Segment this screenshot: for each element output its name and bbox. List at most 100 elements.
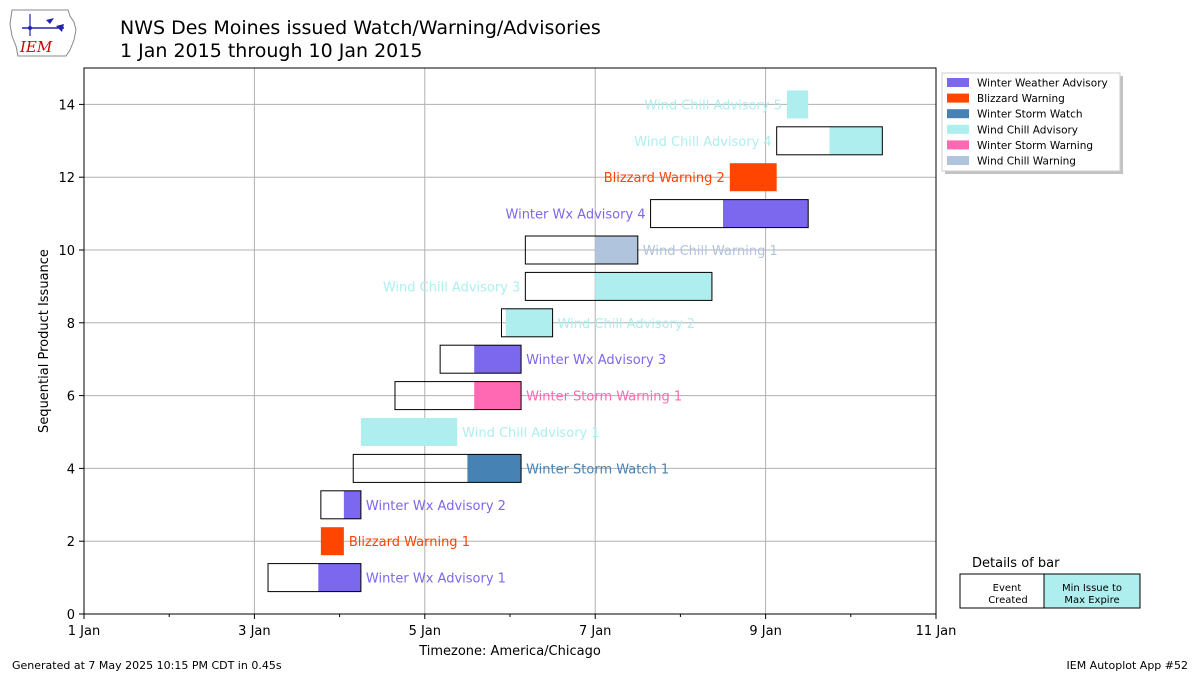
bar-winter-wx-advisory-2 bbox=[320, 490, 362, 520]
x-tick-label: 11 Jan bbox=[916, 624, 957, 639]
iem-logo: IEM bbox=[9, 9, 77, 57]
axes: 1 Jan 3 Jan 5 Jan 7 Jan 9 Jan 11 Jan 0 2 4 6 8 10 12… bbox=[58, 98, 956, 639]
generated-footer: Generated at 7 May 2025 10:15 PM CDT in … bbox=[12, 659, 282, 672]
legend-entry: Blizzard Warning bbox=[977, 93, 1065, 105]
bar-blizzard-warning-2 bbox=[729, 163, 777, 192]
legend-entry: Wind Chill Advisory bbox=[977, 124, 1078, 136]
y-tick-label: 4 bbox=[67, 462, 75, 477]
y-tick-label: 12 bbox=[58, 171, 75, 186]
y-tick-label: 10 bbox=[58, 244, 75, 259]
bar-fill bbox=[474, 381, 522, 410]
details-key-issue-line1: Min Issue to bbox=[1062, 583, 1122, 594]
bar-outline bbox=[776, 126, 883, 156]
details-key-event-box bbox=[959, 573, 1045, 609]
bar-outline bbox=[524, 235, 639, 265]
bar-wind-chill-advisory-5 bbox=[786, 90, 809, 119]
bar-wind-chill-advisory-1 bbox=[360, 418, 458, 446]
bar-fill bbox=[360, 418, 458, 446]
bar-fill bbox=[729, 163, 777, 192]
logo-text: IEM bbox=[19, 38, 53, 56]
legend-entry: Winter Storm Watch bbox=[977, 109, 1083, 121]
legend-swatch bbox=[947, 156, 969, 165]
legend-swatch bbox=[947, 140, 969, 150]
plot-frame bbox=[83, 67, 937, 615]
bar-fill bbox=[467, 454, 522, 483]
bar-label: Winter Wx Advisory 4 bbox=[506, 208, 646, 223]
bar-outline bbox=[320, 490, 362, 520]
bar-winter-wx-advisory-4 bbox=[650, 199, 809, 229]
bar-label: Wind Chill Advisory 2 bbox=[558, 317, 695, 332]
bar-outline bbox=[394, 381, 522, 411]
chart-subtitle: 1 Jan 2015 through 10 Jan 2015 bbox=[120, 40, 423, 62]
bar-label: Winter Wx Advisory 3 bbox=[526, 353, 666, 368]
bar-wind-chill-advisory-2 bbox=[500, 308, 554, 338]
details-key-issue-box bbox=[1043, 573, 1141, 609]
bar-winter-storm-watch-1 bbox=[352, 453, 522, 483]
bar-outline bbox=[352, 453, 522, 483]
bar-blizzard-warning-1 bbox=[320, 527, 344, 556]
bar-label: Wind Chill Warning 1 bbox=[643, 244, 778, 259]
legend-entry: Wind Chill Warning bbox=[977, 156, 1076, 168]
app-footer: IEM Autoplot App #52 bbox=[1066, 659, 1189, 672]
y-tick-label: 2 bbox=[67, 535, 75, 550]
bar-winter-storm-warning-1 bbox=[394, 381, 522, 411]
details-key: Details of bar Event Created Min Issue t… bbox=[959, 556, 1141, 609]
legend-entry: Winter Weather Advisory bbox=[977, 78, 1108, 90]
y-tick-label: 8 bbox=[67, 317, 75, 332]
bar-fill bbox=[595, 272, 712, 301]
y-tick-label: 6 bbox=[67, 390, 75, 405]
bar-label: Wind Chill Advisory 1 bbox=[462, 426, 599, 441]
details-key-event-line2: Created bbox=[988, 595, 1028, 606]
x-tick-label: 9 Jan bbox=[749, 624, 781, 639]
bar-labels: Winter Wx Advisory 1 Blizzard Warning 1 Wi… bbox=[349, 98, 782, 586]
chart-title: NWS Des Moines issued Watch/Warning/Advi… bbox=[120, 17, 601, 39]
bar-fill bbox=[595, 236, 638, 264]
bar-outline bbox=[500, 308, 554, 338]
bar-fill bbox=[343, 490, 361, 519]
x-tick-label: 7 Jan bbox=[579, 624, 611, 639]
bar-winter-wx-advisory-1 bbox=[267, 563, 362, 593]
legend-entry: Winter Storm Warning bbox=[977, 140, 1093, 152]
bar-label: Blizzard Warning 2 bbox=[604, 171, 725, 186]
bar-outline bbox=[650, 199, 809, 229]
legend-swatch bbox=[947, 124, 969, 134]
bars bbox=[267, 90, 883, 593]
y-tick-label: 14 bbox=[58, 98, 75, 113]
details-key-issue-line2: Max Expire bbox=[1064, 595, 1119, 606]
bar-fill bbox=[474, 345, 522, 374]
details-key-event-line1: Event bbox=[993, 583, 1022, 594]
bar-fill bbox=[320, 527, 344, 556]
legend-swatch bbox=[947, 93, 969, 103]
bar-label: Wind Chill Advisory 5 bbox=[644, 98, 781, 113]
x-tick-label: 3 Jan bbox=[238, 624, 270, 639]
bar-label: Winter Storm Warning 1 bbox=[526, 390, 682, 405]
bar-outline bbox=[524, 271, 713, 301]
bar-fill bbox=[786, 90, 809, 119]
bar-outline bbox=[439, 344, 522, 374]
legend-swatch bbox=[947, 109, 969, 119]
legend: Winter Weather Advisory Blizzard Warning W… bbox=[941, 72, 1123, 174]
bar-fill bbox=[723, 199, 809, 228]
y-axis-label: Sequential Product Issuance bbox=[37, 249, 52, 433]
bar-label: Winter Storm Watch 1 bbox=[526, 462, 669, 477]
y-tick-label: 0 bbox=[67, 608, 75, 623]
bar-fill bbox=[829, 126, 883, 155]
bar-wind-chill-advisory-3 bbox=[524, 271, 713, 301]
bar-label: Winter Wx Advisory 2 bbox=[366, 499, 506, 514]
bar-label: Wind Chill Advisory 3 bbox=[383, 280, 520, 295]
bar-outline bbox=[267, 563, 362, 593]
bar-label: Wind Chill Advisory 4 bbox=[634, 135, 771, 150]
bar-fill bbox=[318, 563, 361, 592]
bar-wind-chill-advisory-4 bbox=[776, 126, 883, 156]
bar-fill bbox=[505, 308, 553, 337]
x-tick-label: 1 Jan bbox=[68, 624, 100, 639]
bar-winter-wx-advisory-3 bbox=[439, 344, 522, 374]
bar-wind-chill-warning-1 bbox=[524, 235, 639, 265]
x-axis-label: Timezone: America/Chicago bbox=[418, 644, 601, 659]
bar-label: Winter Wx Advisory 1 bbox=[366, 572, 506, 587]
bar-label: Blizzard Warning 1 bbox=[349, 535, 470, 550]
legend-swatch bbox=[947, 78, 969, 87]
x-tick-label: 5 Jan bbox=[409, 624, 441, 639]
grid-lines bbox=[84, 68, 936, 614]
